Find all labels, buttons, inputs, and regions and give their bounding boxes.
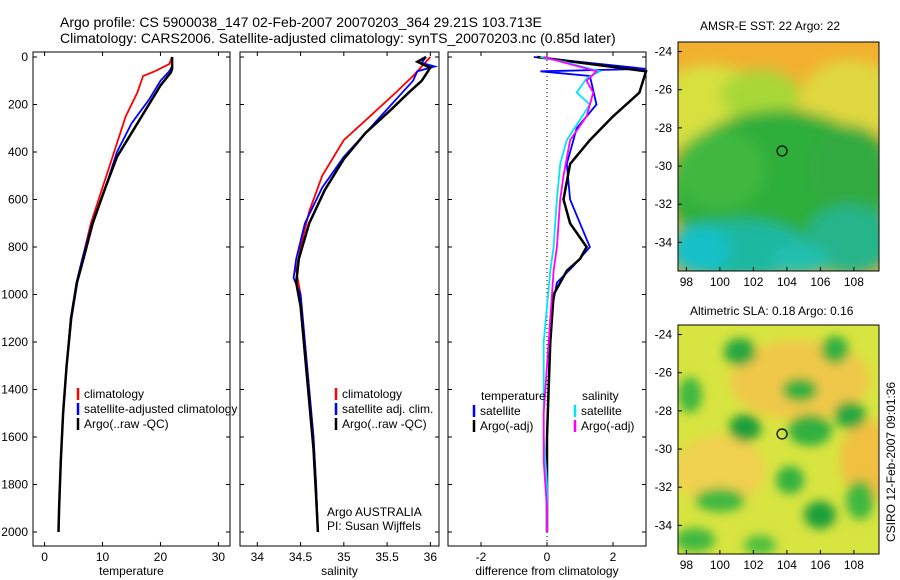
legend-entry: Argo(-adj) xyxy=(581,419,634,433)
y-tick-label: 1600 xyxy=(1,430,28,444)
x-tick-label: 34 xyxy=(251,550,265,564)
map-x-tick-label: 102 xyxy=(743,558,763,572)
map-y-tick-label: -34 xyxy=(655,235,673,249)
map-y-tick-label: -30 xyxy=(655,159,673,173)
legend-entry: climatology xyxy=(84,387,144,401)
climatology-title: Climatology: CARS2006. Satellite-adjuste… xyxy=(60,30,616,46)
argo-location-marker xyxy=(776,428,788,440)
timestamp-label: CSIRO 12-Feb-2007 09:01:36 xyxy=(884,381,898,542)
map-y-tick-label: -32 xyxy=(655,480,673,494)
series-line-2 xyxy=(294,55,433,533)
map-y-tick-label: -34 xyxy=(655,518,673,532)
y-tick-label: 600 xyxy=(8,193,28,207)
panel-1-frame xyxy=(239,51,440,547)
y-tick-label: 1200 xyxy=(1,335,28,349)
x-tick-label: 0 xyxy=(544,550,551,564)
map-x-tick-label: 106 xyxy=(810,275,830,289)
x-tick-label: 35 xyxy=(337,550,351,564)
sla-map-title: Altimetric SLA: 0.18 Argo: 0.16 xyxy=(690,304,854,318)
x-tick-label: 10 xyxy=(96,550,110,564)
x-axis-label: difference from climatology xyxy=(475,564,618,578)
map-x-tick-label: 104 xyxy=(777,558,797,572)
x-tick-label: 0 xyxy=(41,550,48,564)
y-tick-label: 1400 xyxy=(1,383,28,397)
legend-entry: climatology xyxy=(342,387,402,401)
map-y-tick-label: -28 xyxy=(655,121,673,135)
x-tick-label: 2 xyxy=(610,550,617,564)
map-frame xyxy=(677,324,880,555)
y-tick-label: 200 xyxy=(8,98,28,112)
map-y-tick-label: -28 xyxy=(655,404,673,418)
annotation-text: PI: Susan Wijffels xyxy=(327,519,421,533)
map-x-tick-label: 98 xyxy=(680,558,694,572)
profile-title: Argo profile: CS 5900038_147 02-Feb-2007… xyxy=(60,14,542,30)
map-y-tick-label: -30 xyxy=(655,442,673,456)
series-line-2 xyxy=(57,57,174,533)
map-x-tick-label: 108 xyxy=(844,558,864,572)
map-x-tick-label: 98 xyxy=(680,275,694,289)
series-line-2 xyxy=(540,56,603,532)
x-tick-label: 35.5 xyxy=(375,550,399,564)
x-tick-label: 36 xyxy=(424,550,438,564)
series-line-0 xyxy=(295,56,431,533)
map-y-tick-label: -24 xyxy=(655,328,673,342)
map-y-tick-label: -24 xyxy=(655,45,673,59)
map-x-tick-label: 104 xyxy=(777,275,797,289)
y-tick-label: 800 xyxy=(8,240,28,254)
legend-entry: satellite adj. clim. xyxy=(342,402,433,416)
legend-header: temperature xyxy=(481,389,546,403)
y-tick-label: 1000 xyxy=(1,288,28,302)
legend-header: salinity xyxy=(582,389,619,403)
map-y-tick-label: -26 xyxy=(655,366,673,380)
map-x-tick-label: 102 xyxy=(743,275,763,289)
legend-entry: Argo(..raw -QC) xyxy=(342,417,427,431)
y-tick-label: 0 xyxy=(21,50,28,64)
sla-map xyxy=(678,325,879,554)
y-tick-label: 1800 xyxy=(1,478,28,492)
sst-map xyxy=(678,42,879,271)
map-x-tick-label: 100 xyxy=(710,275,730,289)
y-tick-label: 400 xyxy=(8,145,28,159)
y-tick-label: 2000 xyxy=(1,525,28,539)
legend-entry: Argo(-adj) xyxy=(480,419,533,433)
x-axis-label: salinity xyxy=(321,564,358,578)
map-y-tick-label: -26 xyxy=(655,83,673,97)
x-tick-label: 30 xyxy=(212,550,226,564)
map-y-tick-label: -32 xyxy=(655,197,673,211)
x-axis-label: temperature xyxy=(99,564,164,578)
legend-entry: satellite xyxy=(581,404,622,418)
map-x-tick-label: 108 xyxy=(844,275,864,289)
map-x-tick-label: 100 xyxy=(710,558,730,572)
series-line-3 xyxy=(542,56,599,532)
panel-0-frame xyxy=(32,51,231,547)
x-tick-label: -2 xyxy=(476,550,487,564)
series-line-1 xyxy=(536,55,648,532)
map-frame xyxy=(677,41,880,272)
x-tick-label: 34.5 xyxy=(289,550,313,564)
legend-entry: satellite xyxy=(480,404,521,418)
annotation-text: Argo AUSTRALIA xyxy=(327,505,422,519)
legend-entry: Argo(..raw -QC) xyxy=(84,417,169,431)
series-line-0 xyxy=(533,56,647,532)
legend-entry: satellite-adjusted climatology xyxy=(84,402,237,416)
sst-map-title: AMSR-E SST: 22 Argo: 22 xyxy=(700,19,841,33)
x-tick-label: 20 xyxy=(154,550,168,564)
map-x-tick-label: 106 xyxy=(810,558,830,572)
argo-location-marker xyxy=(776,145,788,157)
